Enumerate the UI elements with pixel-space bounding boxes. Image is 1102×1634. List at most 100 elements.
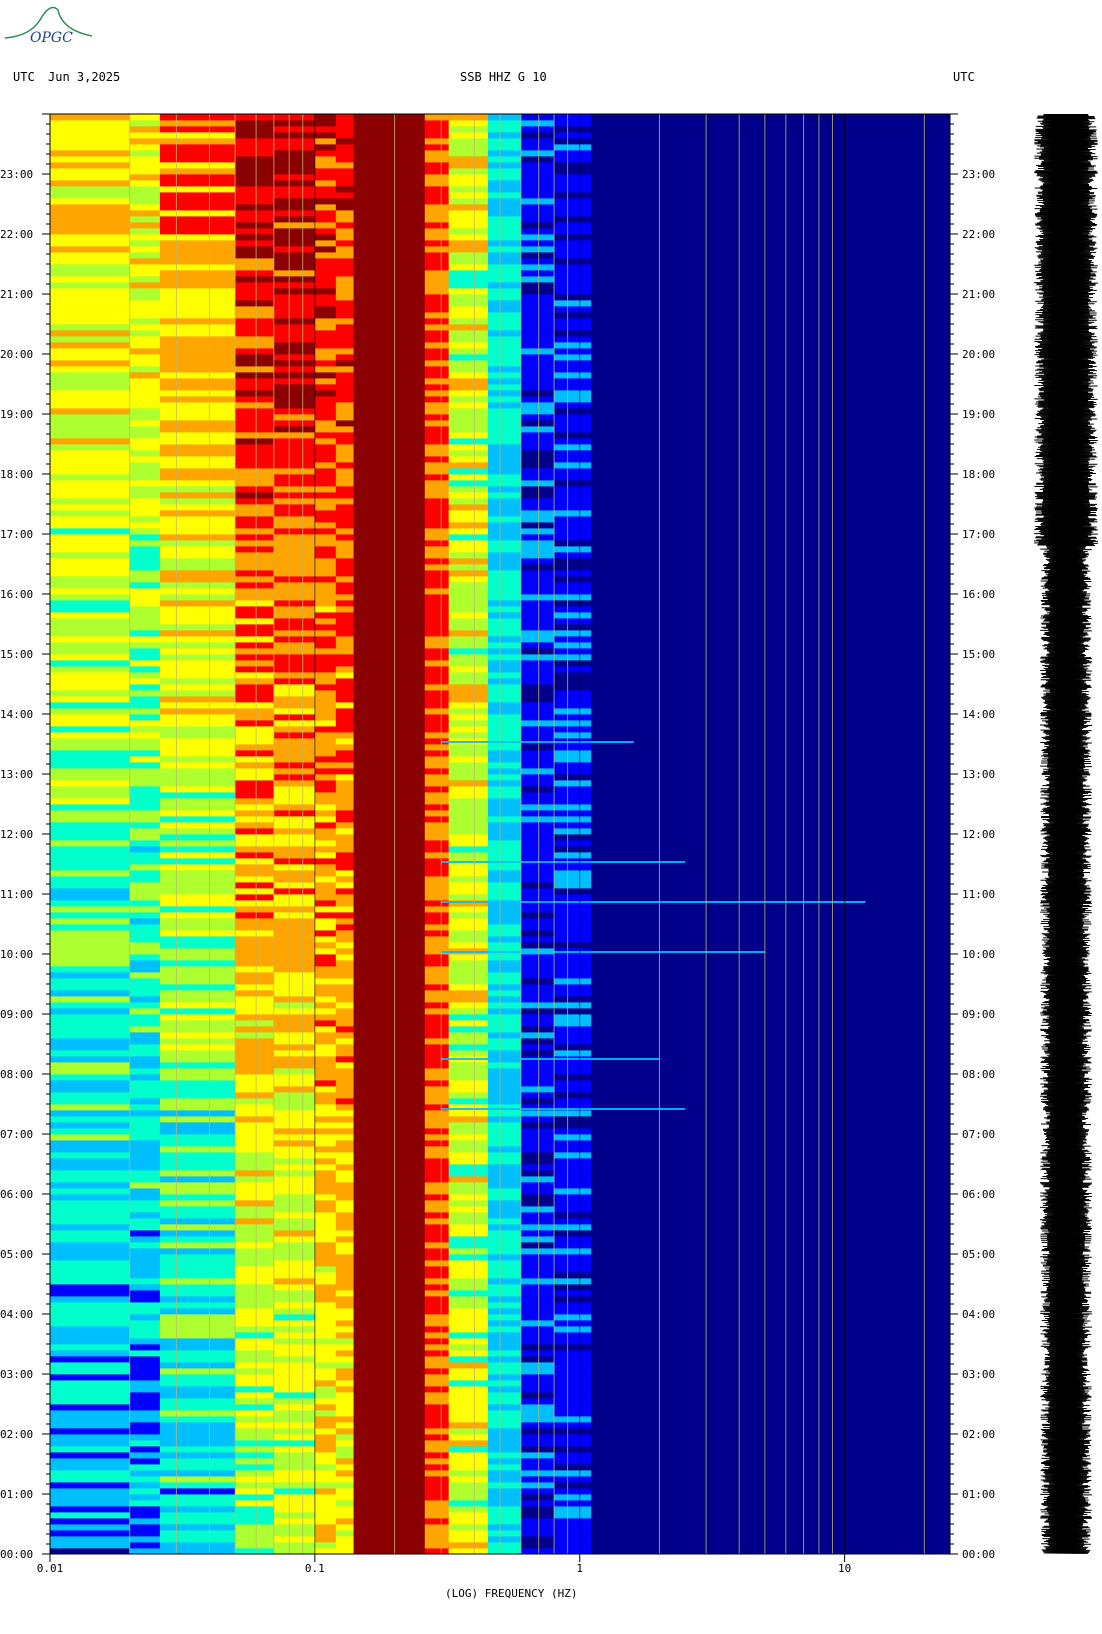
spectrogram-cell (388, 822, 426, 829)
spectrogram-cell (353, 336, 390, 343)
spectrogram-cell (50, 264, 131, 271)
spectrogram-cell (50, 1290, 131, 1297)
spectrogram-cell (129, 186, 161, 193)
spectrogram-cell (235, 126, 275, 133)
spectrogram-cell (50, 1020, 131, 1027)
spectrogram-cell (424, 1524, 450, 1531)
spectrogram-cell (520, 762, 555, 769)
spectrogram-cell (335, 510, 355, 517)
spectrogram-cell (235, 648, 275, 655)
spectrogram-cell (448, 666, 489, 673)
spectrogram-cell (50, 1110, 131, 1117)
spectrogram-cell (129, 348, 161, 355)
spectrogram-cell (424, 156, 450, 163)
spectrogram-cell (520, 1026, 555, 1033)
spectrogram-cell (388, 858, 426, 865)
spectrogram-cell (159, 1194, 236, 1201)
spectrogram-cell (554, 480, 592, 487)
spectrogram-cell (448, 462, 489, 469)
spectrogram-cell (314, 570, 337, 577)
spectrogram-cell (448, 1536, 489, 1543)
spectrogram-cell (353, 816, 390, 823)
spectrogram-cell (388, 1374, 426, 1381)
spectrogram-cell (487, 1230, 522, 1237)
spectrogram-cell (235, 132, 275, 139)
spectrogram-cell (388, 1464, 426, 1471)
spectrogram-cell (129, 162, 161, 169)
spectrogram-cell (335, 798, 355, 805)
spectrogram-cell (129, 1242, 161, 1249)
spectrogram-cell (129, 1122, 161, 1129)
spectrogram-cell (335, 1182, 355, 1189)
spectrogram-cell (520, 420, 555, 427)
spectrogram-cell (235, 978, 275, 985)
spectrogram-cell (235, 714, 275, 721)
spectrogram-cell (520, 588, 555, 595)
spectrogram-cell (487, 1284, 522, 1291)
spectrogram-cell (235, 654, 275, 661)
spectrogram-cell (448, 846, 489, 853)
spectrogram-cell (273, 282, 316, 289)
spectrogram-cell (487, 288, 522, 295)
spectrogram-cell (448, 360, 489, 367)
spectrogram-cell (487, 870, 522, 877)
spectrogram-cell (50, 1368, 131, 1375)
spectrogram-cell (520, 942, 555, 949)
spectrogram-cell (388, 264, 426, 271)
spectrogram-cell (50, 564, 131, 571)
spectrogram-cell (554, 1062, 592, 1069)
spectrogram-cell (353, 1308, 390, 1315)
spectrogram-cell (448, 1512, 489, 1519)
spectrogram-cell (487, 1320, 522, 1327)
spectrogram-cell (353, 1494, 390, 1501)
spectrogram-cell (487, 360, 522, 367)
spectrogram-cell (273, 288, 316, 295)
spectrogram-cell (335, 438, 355, 445)
spectrogram-cell (487, 630, 522, 637)
spectrogram-cell (314, 954, 337, 961)
spectrogram-cell (159, 1212, 236, 1219)
spectrogram-cell (50, 984, 131, 991)
spectrogram-cell (554, 1338, 592, 1345)
spectrogram-cell (388, 1272, 426, 1279)
spectrogram-cell (353, 1482, 390, 1489)
spectrogram-cell (273, 192, 316, 199)
spectrogram-cell (353, 132, 390, 139)
spectrogram-cell (129, 528, 161, 535)
spectrogram-cell (448, 954, 489, 961)
spectrogram-cell (487, 840, 522, 847)
spectrogram-cell (554, 294, 592, 301)
spectrogram-cell (487, 1074, 522, 1081)
spectrogram-cell (273, 888, 316, 895)
spectrogram-cell (554, 1254, 592, 1261)
spectrogram-cell (50, 1362, 131, 1369)
spectrogram-cell (159, 462, 236, 469)
spectrogram-cell (273, 1206, 316, 1213)
spectrogram-cell (335, 900, 355, 907)
spectrogram-cell (388, 642, 426, 649)
spectrogram-cell (448, 228, 489, 235)
spectrogram-cell (129, 510, 161, 517)
spectrogram-cell (487, 1350, 522, 1357)
spectrogram-cell (314, 1050, 337, 1057)
spectrogram-cell (314, 498, 337, 505)
spectrogram-cell (448, 150, 489, 157)
y-tick-label-right: 01:00 (962, 1488, 995, 1501)
spectrogram-cell (554, 870, 592, 877)
spectrogram-cell (520, 792, 555, 799)
spectrogram-cell (235, 288, 275, 295)
spectrogram-cell (448, 1524, 489, 1531)
spectrogram-cell (129, 876, 161, 883)
spectrogram-cell (129, 1380, 161, 1387)
spectrogram-cell (448, 1188, 489, 1195)
spectrogram-cell (448, 1218, 489, 1225)
spectrogram-cell (353, 1188, 390, 1195)
spectrogram-cell (388, 1314, 426, 1321)
spectrogram-cell (353, 1386, 390, 1393)
spectrogram-cell (314, 1032, 337, 1039)
spectrogram-cell (159, 1524, 236, 1531)
spectrogram-cell (50, 756, 131, 763)
spectrogram-cell (353, 732, 390, 739)
spectrogram-cell (520, 144, 555, 151)
spectrogram-cell (487, 1440, 522, 1447)
